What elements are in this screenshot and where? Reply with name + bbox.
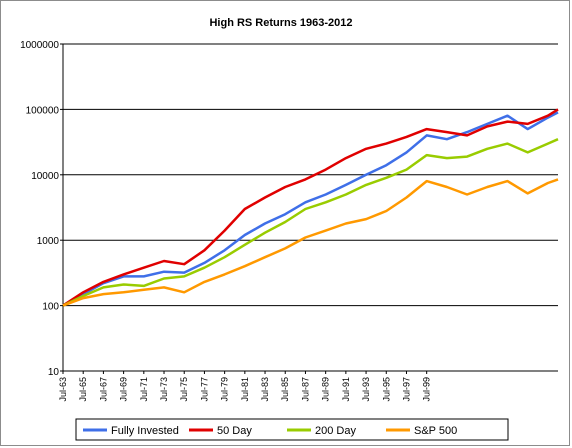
y-tick-label: 100 bbox=[42, 302, 59, 313]
x-tick-label: Jul-89 bbox=[321, 377, 331, 402]
x-tick-label: Jul-71 bbox=[139, 377, 149, 402]
x-tick-label: Jul-75 bbox=[179, 377, 189, 402]
axes bbox=[62, 44, 558, 374]
y-tick-label: 1000 bbox=[37, 236, 60, 247]
x-tick-label: Jul-85 bbox=[280, 377, 290, 402]
x-tick-label: Jul-67 bbox=[98, 377, 108, 402]
gridlines bbox=[60, 43, 558, 372]
x-tick-label: Jul-69 bbox=[119, 377, 129, 402]
x-tick-labels: Jul-63 Jul-65 Jul-67 Jul-69 Jul-71 Jul-73 Jul-… bbox=[58, 377, 432, 402]
series-lines bbox=[62, 108, 559, 307]
y-tick-label: 1000000 bbox=[20, 40, 59, 51]
x-tick-label: Jul-83 bbox=[260, 377, 270, 402]
x-tick-label: Jul-73 bbox=[159, 377, 169, 402]
x-tick-label: Jul-99 bbox=[422, 377, 432, 402]
legend-label: 50 Day bbox=[217, 425, 252, 437]
legend-label: 200 Day bbox=[315, 425, 356, 437]
x-tick-label: Jul-91 bbox=[341, 377, 351, 402]
x-tick-label: Jul-87 bbox=[300, 377, 310, 402]
x-tick-label: Jul-81 bbox=[240, 377, 250, 402]
x-tick-label: Jul-77 bbox=[199, 377, 209, 402]
series-line bbox=[62, 178, 559, 307]
series-line bbox=[62, 138, 559, 307]
x-tick-label: Jul-63 bbox=[58, 377, 68, 402]
legend-label: Fully Invested bbox=[111, 425, 179, 437]
x-tick-label: Jul-93 bbox=[361, 377, 371, 402]
series-line bbox=[62, 108, 559, 307]
x-tick-label: Jul-79 bbox=[220, 377, 230, 402]
y-tick-label: 10000 bbox=[31, 171, 59, 182]
y-tick-labels: 10 100 1000 10000 100000 1000000 bbox=[20, 40, 59, 378]
x-tick-label: Jul-95 bbox=[381, 377, 391, 402]
chart-title: High RS Returns 1963-2012 bbox=[209, 17, 352, 29]
legend-label: S&P 500 bbox=[414, 425, 457, 437]
legend: Fully Invested 50 Day 200 Day S&P 500 bbox=[75, 418, 509, 441]
y-tick-label: 10 bbox=[48, 367, 60, 378]
series-line bbox=[62, 111, 559, 307]
x-tick-label: Jul-97 bbox=[401, 377, 411, 402]
x-tick-label: Jul-65 bbox=[78, 377, 88, 402]
y-tick-label: 100000 bbox=[26, 105, 60, 116]
